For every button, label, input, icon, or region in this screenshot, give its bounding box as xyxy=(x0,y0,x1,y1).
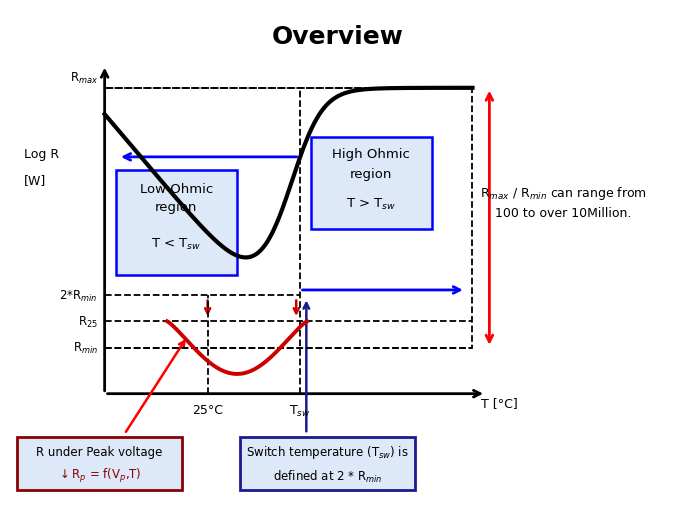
Text: [W]: [W] xyxy=(24,174,46,187)
Text: defined at 2 * R$_{min}$: defined at 2 * R$_{min}$ xyxy=(273,468,382,484)
Text: Switch temperature (T$_{sw}$) is: Switch temperature (T$_{sw}$) is xyxy=(246,443,409,460)
Text: R$_{max}$: R$_{max}$ xyxy=(70,71,98,86)
Text: 25°C: 25°C xyxy=(192,403,223,416)
Text: High Ohmic: High Ohmic xyxy=(332,148,410,161)
Text: R under Peak voltage: R under Peak voltage xyxy=(36,445,163,458)
Text: T [°C]: T [°C] xyxy=(481,396,518,410)
Text: R$_{25}$: R$_{25}$ xyxy=(78,314,98,329)
Text: R$_{min}$: R$_{min}$ xyxy=(73,340,98,356)
Text: 2*R$_{min}$: 2*R$_{min}$ xyxy=(59,288,98,303)
Text: T$_{sw}$: T$_{sw}$ xyxy=(289,403,310,418)
Text: region: region xyxy=(350,168,393,181)
Text: R$_{max}$ / R$_{min}$ can range from
100 to over 10Million.: R$_{max}$ / R$_{min}$ can range from 100… xyxy=(480,184,647,220)
Text: region: region xyxy=(155,201,198,214)
Text: Low Ohmic: Low Ohmic xyxy=(140,183,213,196)
Text: T < T$_{sw}$: T < T$_{sw}$ xyxy=(151,237,201,252)
Text: Log R: Log R xyxy=(24,148,59,161)
Text: Overview: Overview xyxy=(271,25,404,49)
Text: $\downarrow$R$_p$ = f(V$_p$,T): $\downarrow$R$_p$ = f(V$_p$,T) xyxy=(57,467,142,484)
Text: T > T$_{sw}$: T > T$_{sw}$ xyxy=(346,196,396,212)
